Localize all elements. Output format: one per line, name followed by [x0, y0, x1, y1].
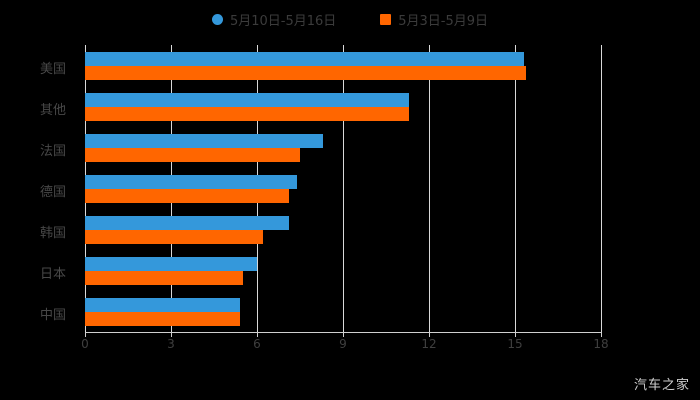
y-axis-label-1: 其他 — [39, 102, 66, 118]
x-tick-mark-18 — [601, 332, 602, 337]
y-axis-category-labels: 美国其他法国德国韩国日本中国 — [0, 45, 76, 332]
x-tick-mark-0 — [85, 332, 86, 337]
bar-1-2[interactable] — [85, 147, 300, 162]
gridline-x-9 — [343, 45, 344, 332]
bar-0-3[interactable] — [85, 174, 298, 189]
x-tick-mark-15 — [515, 332, 516, 337]
legend-marker-square-icon — [380, 13, 392, 25]
legend-item-0[interactable]: 5月10日-5月16日 — [211, 10, 337, 29]
bar-1-0[interactable] — [85, 65, 527, 80]
y-axis-label-2: 法国 — [39, 143, 66, 159]
legend-item-label: 5月10日-5月16日 — [229, 13, 337, 29]
x-tick-label: 15 — [507, 337, 523, 351]
x-axis-tick-labels: 0 3 6 9 12 15 18 — [0, 337, 700, 355]
y-axis-label-0: 美国 — [39, 61, 66, 77]
x-tick-mark-6 — [257, 332, 258, 337]
y-axis-label-4: 韩国 — [39, 225, 66, 241]
y-axis-label-5: 日本 — [39, 266, 66, 282]
y-axis-label-3: 德国 — [39, 184, 66, 200]
y-axis-label-6: 中国 — [39, 307, 66, 323]
bar-1-1[interactable] — [85, 106, 409, 121]
watermark-label: 汽车之家 — [633, 378, 690, 393]
gridline-x-15 — [515, 45, 516, 332]
bar-0-4[interactable] — [85, 215, 289, 230]
bar-1-5[interactable] — [85, 270, 243, 285]
x-tick-label: 6 — [253, 337, 261, 351]
gridline-x-12 — [429, 45, 430, 332]
legend-item-1[interactable]: 5月3日-5月9日 — [380, 10, 488, 29]
bar-1-6[interactable] — [85, 311, 240, 326]
x-tick-mark-12 — [429, 332, 430, 337]
bar-0-2[interactable] — [85, 133, 323, 148]
bar-1-4[interactable] — [85, 229, 263, 244]
x-tick-label: 12 — [421, 337, 437, 351]
chart-legend: 5月10日-5月16日 5月3日-5月9日 — [0, 8, 700, 30]
legend-item-label: 5月3日-5月9日 — [398, 13, 489, 29]
gridline-x-18 — [601, 45, 602, 332]
legend-marker-circle-icon — [211, 13, 223, 25]
x-tick-label: 9 — [339, 337, 347, 351]
bar-0-5[interactable] — [85, 256, 257, 271]
x-tick-mark-9 — [343, 332, 344, 337]
bar-0-6[interactable] — [85, 297, 240, 312]
x-tick-label: 18 — [593, 337, 609, 351]
bar-0-0[interactable] — [85, 51, 524, 66]
bar-0-1[interactable] — [85, 92, 409, 107]
bar-1-3[interactable] — [85, 188, 289, 203]
plot-area — [85, 45, 602, 337]
x-tick-label: 3 — [167, 337, 175, 351]
x-tick-label: 0 — [81, 337, 89, 351]
x-tick-mark-3 — [171, 332, 172, 337]
